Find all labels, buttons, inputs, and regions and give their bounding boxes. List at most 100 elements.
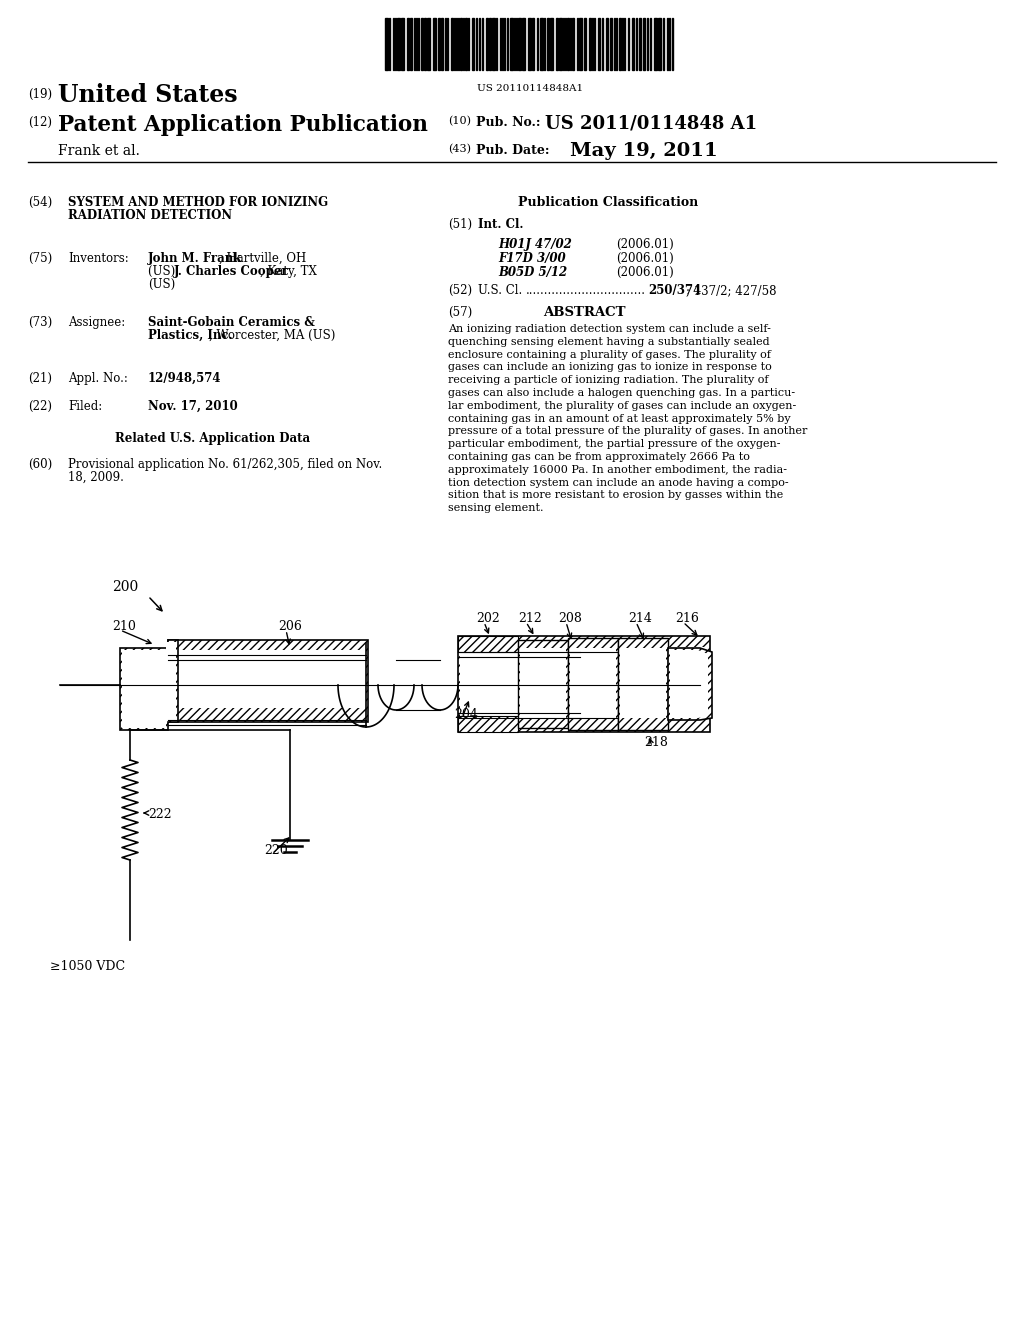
Text: gases can include an ionizing gas to ionize in response to: gases can include an ionizing gas to ion… (449, 363, 772, 372)
Bar (458, 715, 518, 733)
Text: pressure of a total pressure of the plurality of gases. In another: pressure of a total pressure of the plur… (449, 426, 807, 437)
Text: RADIATION DETECTION: RADIATION DETECTION (68, 209, 232, 222)
Text: , Katy, TX: , Katy, TX (260, 265, 316, 279)
Text: 222: 222 (148, 808, 172, 821)
Bar (421, 18, 423, 70)
Bar (570, 648, 616, 718)
Bar (606, 18, 608, 70)
Bar (472, 18, 474, 70)
Text: receiving a particle of ionizing radiation. The plurality of: receiving a particle of ionizing radiati… (449, 375, 768, 385)
Text: Frank et al.: Frank et al. (58, 144, 140, 158)
Bar (658, 18, 662, 70)
Bar (522, 18, 525, 70)
Polygon shape (670, 649, 708, 718)
Polygon shape (668, 648, 712, 719)
Text: ................................: ................................ (526, 284, 646, 297)
Text: Pub. Date:: Pub. Date: (476, 144, 550, 157)
Bar (407, 18, 409, 70)
Text: 250/374: 250/374 (648, 284, 701, 297)
Bar (618, 18, 621, 70)
Text: U.S. Cl.: U.S. Cl. (478, 284, 522, 297)
Bar (170, 649, 366, 708)
Bar (518, 640, 568, 729)
Text: 220: 220 (264, 843, 288, 857)
Text: John M. Frank: John M. Frank (148, 252, 243, 265)
Text: 18, 2009.: 18, 2009. (68, 471, 124, 484)
Polygon shape (120, 640, 178, 730)
Text: particular embodiment, the partial pressure of the oxygen-: particular embodiment, the partial press… (449, 440, 780, 449)
Bar (520, 648, 566, 718)
Bar (458, 636, 710, 733)
Text: tion detection system can include an anode having a compo-: tion detection system can include an ano… (449, 478, 788, 487)
Bar (465, 18, 467, 70)
Text: quenching sensing element having a substantially sealed: quenching sensing element having a subst… (449, 337, 770, 347)
Bar (510, 18, 513, 70)
Text: 200: 200 (112, 579, 138, 594)
Text: US 2011/0114848 A1: US 2011/0114848 A1 (545, 114, 757, 132)
Text: Provisional application No. 61/262,305, filed on Nov.: Provisional application No. 61/262,305, … (68, 458, 382, 471)
Text: 208: 208 (558, 612, 582, 624)
Text: 216: 216 (675, 612, 698, 624)
Text: , Worcester, MA (US): , Worcester, MA (US) (209, 329, 336, 342)
Text: Pub. No.:: Pub. No.: (476, 116, 541, 129)
Text: ≥1050 VDC: ≥1050 VDC (50, 960, 125, 973)
Bar (620, 648, 666, 718)
Text: (75): (75) (28, 252, 52, 265)
Text: Assignee:: Assignee: (68, 315, 125, 329)
Text: (US): (US) (148, 279, 175, 290)
Bar (385, 18, 388, 70)
Bar (598, 18, 600, 70)
Bar (550, 18, 553, 70)
Bar (567, 18, 569, 70)
Text: (22): (22) (28, 400, 52, 413)
Text: United States: United States (58, 83, 238, 107)
Bar (632, 18, 634, 70)
Text: Plastics, Inc.: Plastics, Inc. (148, 329, 232, 342)
Text: 210: 210 (112, 620, 136, 634)
Text: sensing element.: sensing element. (449, 503, 544, 513)
Text: Nov. 17, 2010: Nov. 17, 2010 (148, 400, 238, 413)
Bar (492, 18, 495, 70)
Text: Appl. No.:: Appl. No.: (68, 372, 128, 385)
Text: B05D 5/12: B05D 5/12 (498, 267, 567, 279)
Bar (438, 18, 440, 70)
Bar (460, 18, 462, 70)
Text: (2006.01): (2006.01) (616, 252, 674, 265)
Bar (540, 18, 543, 70)
Text: (2006.01): (2006.01) (616, 238, 674, 251)
Bar (610, 18, 612, 70)
Bar (556, 18, 558, 70)
Text: May 19, 2011: May 19, 2011 (570, 143, 718, 160)
Bar (568, 638, 618, 730)
Bar (654, 18, 657, 70)
Text: 206: 206 (278, 620, 302, 634)
Text: (51): (51) (449, 218, 472, 231)
Text: J. Charles Cooper: J. Charles Cooper (174, 265, 289, 279)
Text: 12/948,574: 12/948,574 (148, 372, 221, 385)
Text: Related U.S. Application Data: Related U.S. Application Data (115, 432, 310, 445)
Text: (54): (54) (28, 195, 52, 209)
Bar (460, 647, 708, 719)
Bar (572, 18, 574, 70)
Text: (19): (19) (28, 88, 52, 102)
Text: (52): (52) (449, 284, 472, 297)
Text: (43): (43) (449, 144, 471, 154)
Text: gases can also include a halogen quenching gas. In a particu-: gases can also include a halogen quenchi… (449, 388, 795, 399)
Text: (12): (12) (28, 116, 52, 129)
Text: containing gas can be from approximately 2666 Pa to: containing gas can be from approximately… (449, 451, 750, 462)
Text: 212: 212 (518, 612, 542, 624)
Bar (618, 638, 668, 730)
Bar (451, 18, 453, 70)
Text: Saint-Gobain Ceramics &: Saint-Gobain Ceramics & (148, 315, 314, 329)
Text: Patent Application Publication: Patent Application Publication (58, 114, 428, 136)
Bar (547, 18, 549, 70)
Polygon shape (122, 642, 176, 729)
Text: approximately 16000 Pa. In another embodiment, the radia-: approximately 16000 Pa. In another embod… (449, 465, 787, 475)
Text: Int. Cl.: Int. Cl. (478, 218, 523, 231)
Text: sition that is more resistant to erosion by gasses within the: sition that is more resistant to erosion… (449, 491, 783, 500)
Bar (518, 18, 521, 70)
Text: Inventors:: Inventors: (68, 252, 129, 265)
Bar (397, 18, 400, 70)
Bar (589, 18, 591, 70)
Bar (528, 18, 531, 70)
